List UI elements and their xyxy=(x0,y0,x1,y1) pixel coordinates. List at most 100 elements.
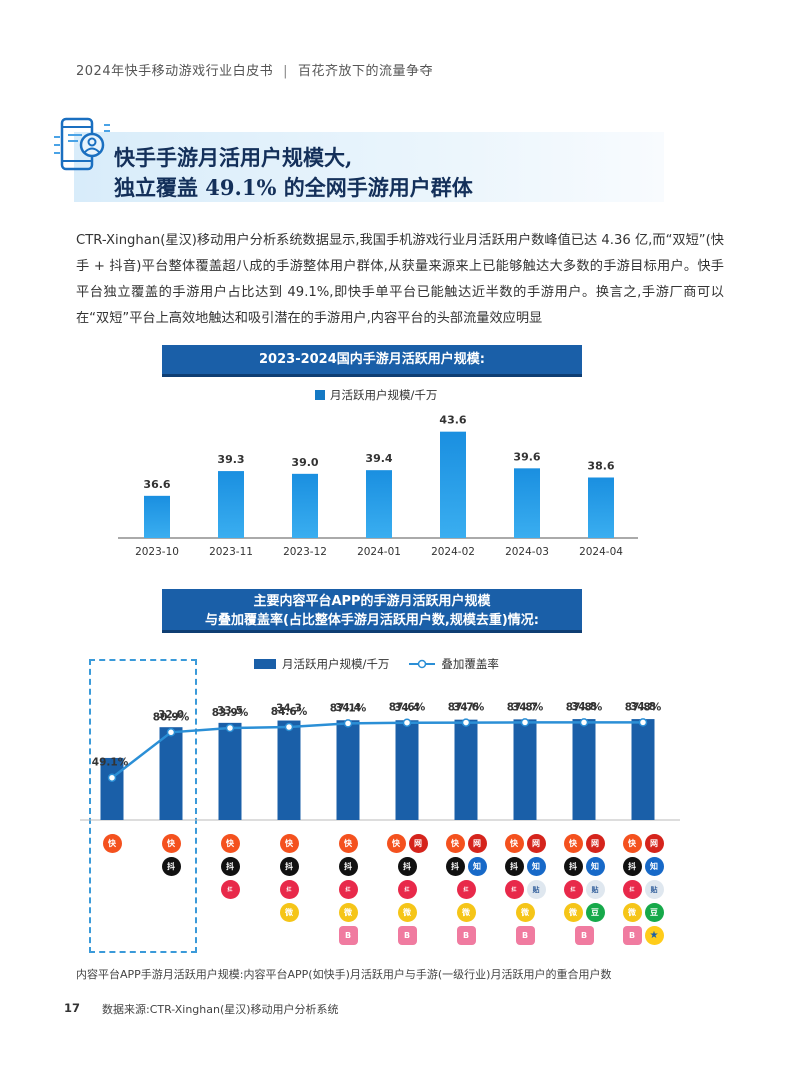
chart1-category-label: 2024-03 xyxy=(505,546,549,558)
data-source: 数据来源:CTR-Xinghan(星汉)移动用户分析系统 xyxy=(102,1003,339,1016)
section-title-background xyxy=(74,132,664,202)
platform-icon: B xyxy=(397,926,417,945)
chart2-legend-line-swatch xyxy=(409,659,436,669)
platform-icon: 微 xyxy=(279,903,299,922)
platform-icon: 微 xyxy=(622,903,642,922)
page-number: 17 xyxy=(64,1001,81,1015)
chart2-title: 主要内容平台APP的手游月活跃用户规模 与叠加覆盖率(占比整体手游月活跃用户数,… xyxy=(162,589,582,633)
platform-icon: 知 xyxy=(526,857,546,876)
chart1-bar xyxy=(588,477,614,538)
platform-icon: 微 xyxy=(456,903,476,922)
chart1-category-label: 2024-04 xyxy=(579,546,623,558)
chart1-value-label: 39.3 xyxy=(217,453,244,466)
platform-icon: 抖 xyxy=(504,857,524,876)
platform-icon: 微 xyxy=(563,903,583,922)
platform-icon: B xyxy=(622,926,642,945)
platform-icon: 红 xyxy=(622,880,642,899)
chart2-bar xyxy=(572,719,596,820)
chart1-value-label: 39.6 xyxy=(513,450,540,463)
chart2-bar xyxy=(218,722,242,820)
header-left: 2024年快手移动游戏行业白皮书 xyxy=(76,64,274,79)
chart2-bar xyxy=(395,720,419,820)
chart2-coverage-label: 87.6% xyxy=(389,702,426,714)
chart2-legend-bar-label: 月活跃用户规模/千万 xyxy=(282,657,390,671)
section-title: 快手手游月活用户规模大, 独立覆盖 49.1% 的全网手游用户群体 xyxy=(114,143,473,203)
platform-icon: 快 xyxy=(504,834,524,853)
phone-user-icon xyxy=(54,117,110,171)
platform-icon: 贴 xyxy=(585,880,605,899)
platform-icon: 抖 xyxy=(220,857,240,876)
chart1-title: 2023-2024国内手游月活跃用户规模: xyxy=(162,345,582,377)
chart1-legend-swatch xyxy=(315,390,325,400)
chart1-value-label: 38.6 xyxy=(587,460,614,473)
platform-icon: 抖 xyxy=(445,857,465,876)
platform-icon: B xyxy=(456,926,476,945)
platform-icon: 网 xyxy=(526,834,546,853)
platform-icon: 红 xyxy=(220,880,240,899)
platform-icon: B xyxy=(515,926,535,945)
platform-icon: 抖 xyxy=(161,857,181,876)
chart2-coverage-point xyxy=(343,719,353,728)
chart1-value-label: 39.4 xyxy=(365,452,392,465)
section-title-line1: 快手手游月活用户规模大, xyxy=(114,145,353,170)
chart2-coverage-line xyxy=(111,721,643,779)
chart2-bar xyxy=(336,720,360,820)
chart2-coverage-point xyxy=(638,718,648,727)
platform-icon: ★ xyxy=(644,926,664,945)
chart2-coverage-label: 87.8% xyxy=(625,701,662,713)
platform-icon: 知 xyxy=(644,857,664,876)
platform-icon: 抖 xyxy=(279,857,299,876)
platform-icon: 快 xyxy=(445,834,465,853)
platform-icon: 快 xyxy=(622,834,642,853)
chart2-bar-label: 34.4 xyxy=(335,702,361,714)
chart2-bar-label: 34.3 xyxy=(276,703,302,715)
kuaishou-highlight-box xyxy=(89,659,197,953)
platform-icon: 红 xyxy=(397,880,417,899)
chart1-value-label: 43.6 xyxy=(439,414,466,427)
chart2-coverage-label: 84.6% xyxy=(271,706,308,718)
platform-icon: 豆 xyxy=(585,903,605,922)
chart2-coverage-label: 80.9% xyxy=(153,711,190,723)
chart1-category-label: 2024-02 xyxy=(431,546,475,558)
platform-icon: B xyxy=(574,926,594,945)
platform-icon: 微 xyxy=(397,903,417,922)
chart1-bar xyxy=(366,470,392,538)
platform-icon: 快 xyxy=(338,834,358,853)
chart2-bar-label: 34.4 xyxy=(394,702,420,714)
platform-icon: 抖 xyxy=(563,857,583,876)
platform-icon: B xyxy=(338,926,358,945)
chart2-bar xyxy=(159,727,183,820)
platform-icon: 微 xyxy=(338,903,358,922)
chart2-legend: 月活跃用户规模/千万 叠加覆盖率 xyxy=(254,656,499,672)
platform-icon: 红 xyxy=(504,880,524,899)
chart2-bar-label: 33.5 xyxy=(217,705,243,717)
chart2-coverage-label: 87.8% xyxy=(507,701,544,713)
chart2-bar xyxy=(631,719,655,820)
chart2-coverage-point xyxy=(461,718,471,727)
chart1-bar xyxy=(218,471,244,538)
chart1-bar xyxy=(292,473,318,538)
chart1-category-label: 2023-12 xyxy=(283,546,327,558)
section-title-line2: 独立覆盖 49.1% 的全网手游用户群体 xyxy=(114,175,473,200)
chart2-combo-chart: 32.0 33.5 34.3 34.4 34.4 34.6 34.7 34.8 34.8 49.1… xyxy=(80,701,680,821)
platform-icon: 网 xyxy=(644,834,664,853)
chart2-coverage-label: 87.8% xyxy=(566,701,603,713)
chart2-title-line1: 主要内容平台APP的手游月活跃用户规模 xyxy=(253,594,491,609)
platform-icon: 贴 xyxy=(644,880,664,899)
chart1-category-label: 2024-01 xyxy=(357,546,401,558)
platform-icon: 网 xyxy=(467,834,487,853)
chart1-category-label: 2023-10 xyxy=(135,546,179,558)
platform-icon: 知 xyxy=(467,857,487,876)
platform-icon: 知 xyxy=(585,857,605,876)
chart2-bar-label: 32.0 xyxy=(158,709,184,721)
chart2-coverage-point xyxy=(107,773,117,782)
chart2-bar xyxy=(277,720,301,820)
platform-icon: 快 xyxy=(279,834,299,853)
header-right: 百花齐放下的流量争夺 xyxy=(297,64,433,79)
platform-icon: 微 xyxy=(515,903,535,922)
chart1-bar xyxy=(440,431,466,538)
chart2-coverage-point xyxy=(284,722,294,732)
platform-icon: 快 xyxy=(563,834,583,853)
chart2-coverage-point xyxy=(579,718,589,727)
platform-icon: 红 xyxy=(563,880,583,899)
